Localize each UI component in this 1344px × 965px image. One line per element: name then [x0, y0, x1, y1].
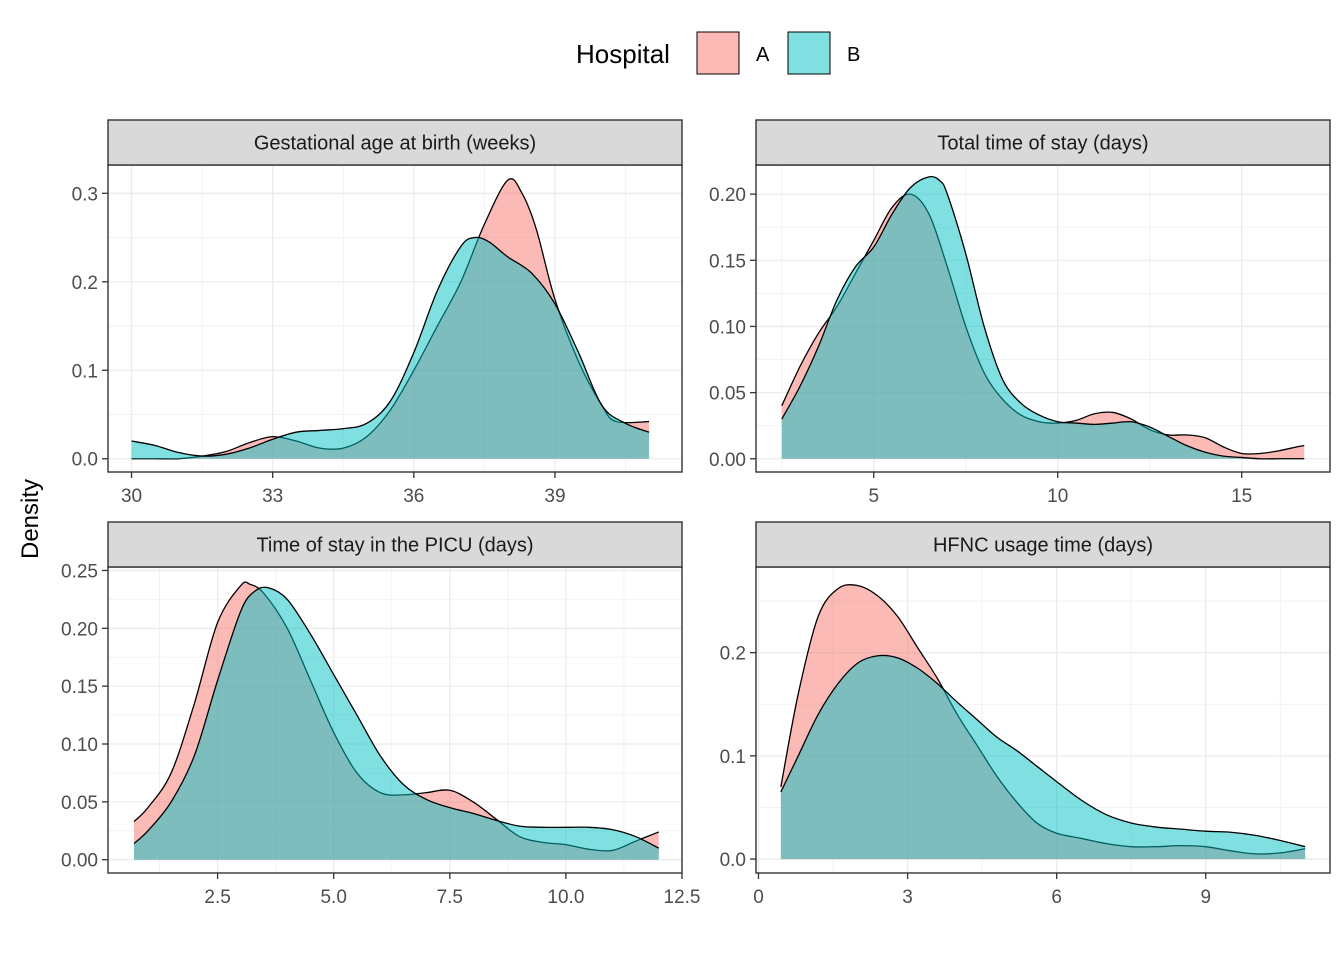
- facet-panel-1: Gestational age at birth (weeks) 30 33 36 39…: [72, 119, 683, 507]
- y-tick-label: 0.15: [709, 251, 746, 272]
- facet-title: Gestational age at birth (weeks): [254, 133, 536, 155]
- legend-label-b: B: [847, 44, 860, 66]
- x-tick-label: 9: [1200, 887, 1211, 908]
- y-tick-label: 0.20: [61, 619, 98, 640]
- y-tick-label: 0.2: [720, 644, 746, 665]
- y-tick-label: 0.10: [61, 735, 98, 756]
- density-line-b: [131, 236, 650, 457]
- y-tick-label: 0.00: [61, 851, 98, 872]
- facet-panel-2: Total time of stay (days) 5 10 15 0.00 0.05 0.…: [709, 119, 1331, 507]
- y-tick-label: 0.0: [720, 850, 746, 871]
- y-tick-label: 0.05: [709, 384, 746, 405]
- x-tick-label: 36: [403, 486, 424, 507]
- density-line-b: [133, 586, 660, 849]
- y-tick-label: 0.10: [709, 317, 746, 338]
- x-tick-label: 0: [753, 887, 764, 908]
- x-tick-label: 5: [868, 486, 879, 507]
- legend-key-a: [696, 31, 740, 75]
- legend: Hospital A B: [576, 31, 860, 75]
- facet-title: Time of stay in the PICU (days): [256, 535, 533, 557]
- y-tick-label: 0.00: [709, 450, 746, 471]
- legend-title: Hospital: [576, 39, 670, 69]
- facet-strip: [107, 521, 683, 568]
- density-area-b: [780, 655, 1306, 860]
- facet-panel-3: Time of stay in the PICU (days) 2.5 5.0 7.5…: [61, 521, 701, 908]
- x-tick-label: 39: [544, 486, 565, 507]
- x-tick-label: 12.5: [664, 887, 701, 908]
- density-area-b: [131, 237, 650, 459]
- facet-strip: [107, 119, 683, 166]
- x-tick-label: 5.0: [320, 887, 346, 908]
- density-line-b: [780, 654, 1306, 848]
- y-tick-label: 0.3: [72, 184, 98, 205]
- y-tick-label: 0.2: [72, 273, 98, 294]
- y-tick-label: 0.1: [720, 747, 746, 768]
- y-axis-label: Density: [17, 479, 44, 559]
- density-line-b: [781, 175, 1305, 460]
- y-tick-label: 0.20: [709, 185, 746, 206]
- x-tick-label: 7.5: [437, 887, 463, 908]
- legend-key-b: [787, 31, 831, 75]
- y-tick-label: 0.05: [61, 793, 98, 814]
- x-tick-label: 6: [1051, 887, 1062, 908]
- x-tick-label: 2.5: [204, 887, 230, 908]
- y-tick-label: 0.15: [61, 677, 98, 698]
- y-tick-label: 0.0: [72, 450, 98, 471]
- x-tick-label: 33: [262, 486, 283, 507]
- facet-title: Total time of stay (days): [937, 133, 1148, 155]
- facet-title: HFNC usage time (days): [933, 535, 1153, 557]
- density-area-b: [781, 176, 1305, 459]
- facet-strip: [755, 119, 1331, 166]
- x-tick-label: 30: [121, 486, 142, 507]
- y-tick-label: 0.1: [72, 361, 98, 382]
- x-tick-label: 10: [1047, 486, 1068, 507]
- x-tick-label: 10.0: [547, 887, 584, 908]
- facet-panels: Gestational age at birth (weeks)30 33 36 39…: [61, 119, 1331, 908]
- density-area-b: [134, 587, 659, 860]
- facet-panel-4: HFNC usage time (days) 0 3 6 9 0.0 0.1 0.2: [720, 521, 1331, 908]
- x-tick-label: 3: [902, 887, 913, 908]
- y-tick-label: 0.25: [61, 561, 98, 582]
- legend-label-a: A: [756, 44, 770, 66]
- facet-strip: [755, 521, 1331, 568]
- x-tick-label: 15: [1231, 486, 1252, 507]
